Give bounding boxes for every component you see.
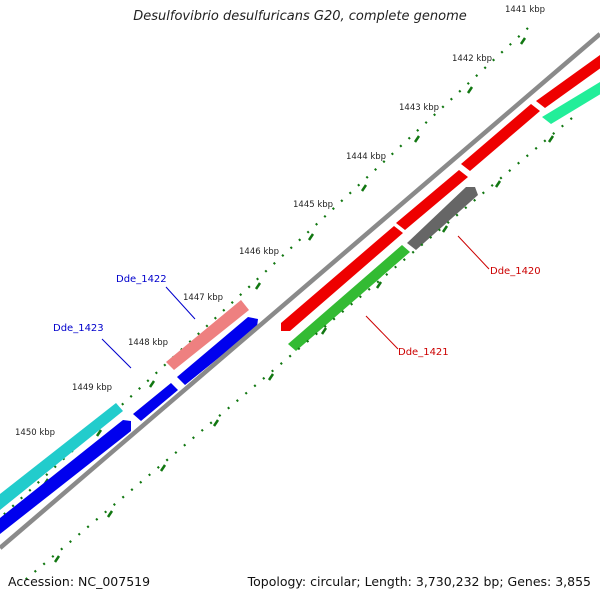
gene-blue-long[interactable] [0, 420, 131, 534]
tick-label-1449: 1449 kbp [72, 383, 112, 393]
leader-dde1421 [365, 315, 399, 350]
gene-red-b[interactable] [396, 170, 468, 230]
forward-genes [0, 55, 600, 534]
tick-label-1446: 1446 kbp [239, 247, 279, 257]
gene-red-top[interactable] [536, 55, 600, 108]
inner-scale-track [24, 117, 573, 581]
leader-dde1422 [165, 286, 196, 320]
gene-dde1421-green[interactable] [288, 245, 410, 351]
tick-label-1447: 1447 kbp [183, 293, 223, 303]
gene-cyan[interactable] [0, 403, 123, 510]
gene-label-dde1423[interactable]: Dde_1423 [53, 323, 104, 334]
gene-label-dde1420[interactable]: Dde_1420 [490, 266, 541, 277]
tick-label-1442: 1442 kbp [452, 54, 492, 64]
tick-label-1450: 1450 kbp [15, 428, 55, 438]
outer-ticks [42, 37, 527, 486]
tick-label-1445: 1445 kbp [293, 200, 333, 210]
gene-label-dde1422[interactable]: Dde_1422 [116, 274, 167, 285]
map-title: Desulfovibrio desulfuricans G20, complet… [133, 9, 467, 24]
gene-blue-small[interactable] [133, 383, 178, 421]
genome-summary: Topology: circular; Length: 3,730,232 bp… [247, 574, 591, 589]
gene-dde1420-gray[interactable] [407, 187, 478, 250]
gene-dde1423-blue[interactable] [177, 317, 258, 385]
gene-dde1422-pink[interactable] [166, 300, 249, 370]
gene-red-a[interactable] [461, 104, 540, 171]
tick-label-1443: 1443 kbp [399, 103, 439, 113]
gene-red-dde1421[interactable] [281, 226, 403, 331]
genome-backbone [0, 32, 600, 550]
reverse-genes [288, 82, 600, 351]
tick-label-1441: 1441 kbp [505, 5, 545, 15]
tick-label-1448: 1448 kbp [128, 338, 168, 348]
gene-mint[interactable] [542, 82, 600, 124]
tick-label-1444: 1444 kbp [346, 152, 386, 162]
inner-ticks [53, 135, 555, 563]
accession-text: Accession: NC_007519 [8, 574, 151, 589]
leader-dde1420 [457, 235, 490, 270]
gene-label-dde1421[interactable]: Dde_1421 [398, 347, 449, 358]
leader-dde1423 [101, 338, 132, 369]
